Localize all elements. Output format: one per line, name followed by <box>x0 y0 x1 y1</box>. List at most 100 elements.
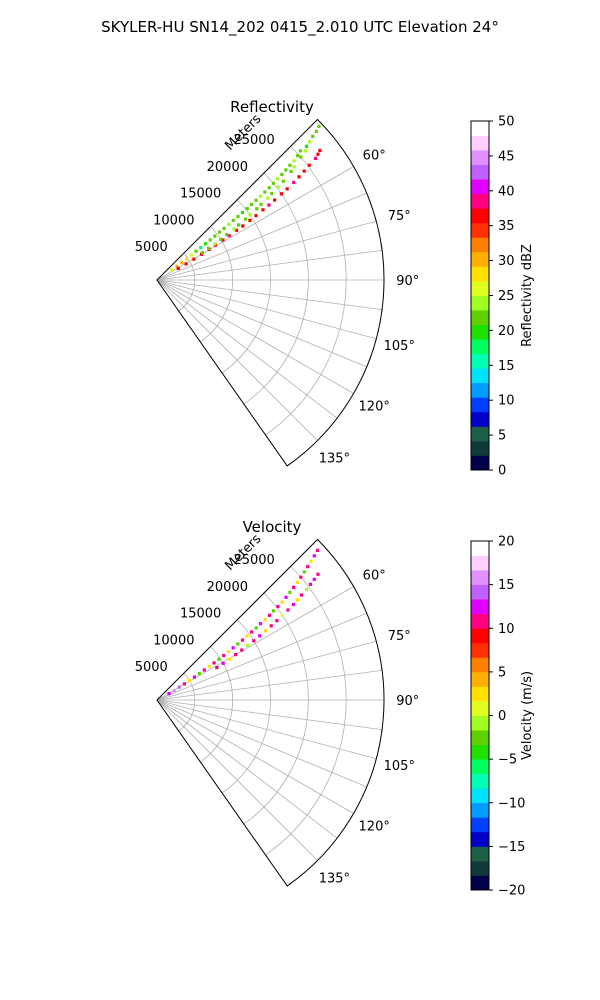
velocity-gate-8 <box>288 590 292 594</box>
reflectivity-gate-62 <box>289 169 293 174</box>
reflectivity-azimuth-line <box>156 279 338 419</box>
reflectivity-colorbar-tick-label: 5 <box>498 429 506 444</box>
velocity-gate-12 <box>272 609 276 613</box>
velocity-gate-49 <box>246 643 250 648</box>
reflectivity-colorbar-tick-label: 40 <box>498 184 515 199</box>
reflectivity-gate-20 <box>236 214 240 219</box>
velocity-grid <box>156 565 384 861</box>
reflectivity-gate-70 <box>243 217 248 221</box>
reflectivity-colorbar-step <box>471 193 489 209</box>
reflectivity-colorbar-step <box>471 353 489 369</box>
velocity-gate-48 <box>252 639 256 643</box>
velocity-gate-51 <box>234 653 238 657</box>
reflectivity-gate-26 <box>208 238 212 242</box>
velocity-azimuth-line <box>156 669 383 701</box>
velocity-colorbar-step <box>471 584 489 600</box>
reflectivity-gate-57 <box>184 262 188 266</box>
figure-title: SKYLER-HU SN14_202 0415_2.010 UTC Elevat… <box>101 18 499 37</box>
velocity-gate-19 <box>240 638 245 642</box>
velocity-range-ring-3 <box>243 592 309 825</box>
velocity-azimuth-tick-label: 120° <box>359 819 390 834</box>
reflectivity-colorbar-step <box>471 324 489 340</box>
velocity-colorbar-step <box>471 570 489 586</box>
reflectivity-colorbar-step <box>471 222 489 238</box>
velocity-gate-47 <box>258 634 262 638</box>
reflectivity-gate-63 <box>281 179 286 183</box>
velocity-gate-35 <box>316 572 320 576</box>
reflectivity-gate-29 <box>194 249 198 253</box>
velocity-gate-22 <box>226 650 231 654</box>
reflectivity-gate-47 <box>254 214 258 218</box>
reflectivity-gate-46 <box>261 208 265 212</box>
velocity-azimuth-tick-label: 135° <box>319 871 350 886</box>
reflectivity-gate-58 <box>176 266 180 271</box>
reflectivity-gate-44 <box>273 198 277 202</box>
reflectivity-colorbar-tick-label: 45 <box>498 149 515 164</box>
velocity-colorbar-step <box>471 657 489 673</box>
reflectivity-gate-6 <box>295 154 300 158</box>
reflectivity-gate-21 <box>231 218 235 222</box>
velocity-colorbar-step <box>471 555 489 571</box>
reflectivity-colorbar-step <box>471 150 489 166</box>
velocity-gate-14 <box>263 617 267 622</box>
velocity-colorbar-step <box>471 730 489 745</box>
velocity-colorbar-step <box>471 860 489 876</box>
reflectivity-colorbar-tick-label: 25 <box>498 289 515 304</box>
reflectivity-colorbar: 0 5 10 15 20 25 30 35 40 45 50 Reflectivity dBZ <box>470 115 535 479</box>
velocity-gate-45 <box>269 624 273 628</box>
reflectivity-gate-67 <box>259 202 263 206</box>
reflectivity-gate-77 <box>200 251 204 255</box>
velocity-colorbar-tick-label: −5 <box>498 753 517 768</box>
velocity-gate-1 <box>312 554 316 558</box>
velocity-colorbar-step <box>471 700 489 716</box>
reflectivity-azimuth-tick-label: 75° <box>388 209 411 224</box>
velocity-colorbar-step <box>471 773 489 789</box>
reflectivity-gate-48 <box>248 218 252 222</box>
reflectivity-gate-8 <box>288 163 292 167</box>
reflectivity-gate-10 <box>280 172 284 177</box>
reflectivity-grid <box>156 145 384 441</box>
reflectivity-gate-65 <box>270 191 274 196</box>
velocity-colorbar-label: Velocity (m/s) <box>520 671 535 760</box>
reflectivity-gate-19 <box>240 210 245 215</box>
reflectivity-gate-34 <box>170 268 174 272</box>
reflectivity-colorbar-step <box>471 411 489 427</box>
reflectivity-gate-0 <box>317 124 321 128</box>
reflectivity-azimuth-line <box>156 192 367 281</box>
reflectivity-colorbar-step <box>471 280 489 296</box>
velocity-azimuth-line <box>156 699 318 861</box>
velocity-gate-31 <box>182 682 186 686</box>
velocity-gate-2 <box>309 559 313 563</box>
reflectivity-colorbar-tick-label: 30 <box>498 254 515 269</box>
reflectivity-gate-56 <box>192 257 196 261</box>
velocity-gate-40 <box>295 598 300 602</box>
velocity-colorbar-step <box>471 846 489 862</box>
reflectivity-gate-11 <box>275 177 280 181</box>
velocity-range-tick-label: 15000 <box>180 607 221 622</box>
velocity-gate-7 <box>292 585 296 589</box>
reflectivity-colorbar-tick-label: 0 <box>498 464 506 479</box>
reflectivity-gate-31 <box>184 257 189 261</box>
reflectivity-gate-1 <box>314 129 318 133</box>
velocity-gate-24 <box>217 657 221 661</box>
reflectivity-colorbar-step <box>471 121 489 136</box>
reflectivity-azimuth-tick-label: 105° <box>384 339 415 354</box>
velocity-range-tick-label: 20000 <box>207 580 248 595</box>
reflectivity-azimuth-line <box>156 279 383 311</box>
velocity-gate-5 <box>299 575 303 579</box>
reflectivity-gate-68 <box>255 207 259 211</box>
velocity-gate-6 <box>295 580 299 584</box>
velocity-colorbar-step <box>471 875 489 891</box>
reflectivity-colorbar-step <box>471 295 489 311</box>
velocity-gate-26 <box>207 664 211 669</box>
velocity-gate-20 <box>236 642 240 646</box>
reflectivity-gate-66 <box>266 196 270 200</box>
reflectivity-gate-41 <box>292 180 296 185</box>
reflectivity-gate-40 <box>297 175 301 179</box>
reflectivity-range-ring-0 <box>178 252 196 312</box>
reflectivity-colorbar-step <box>471 164 489 180</box>
velocity-colorbar-tick-label: 15 <box>498 578 515 593</box>
reflectivity-gate-36 <box>316 152 320 156</box>
reflectivity-azimuth-line <box>156 279 354 394</box>
velocity-gate-30 <box>187 678 192 683</box>
